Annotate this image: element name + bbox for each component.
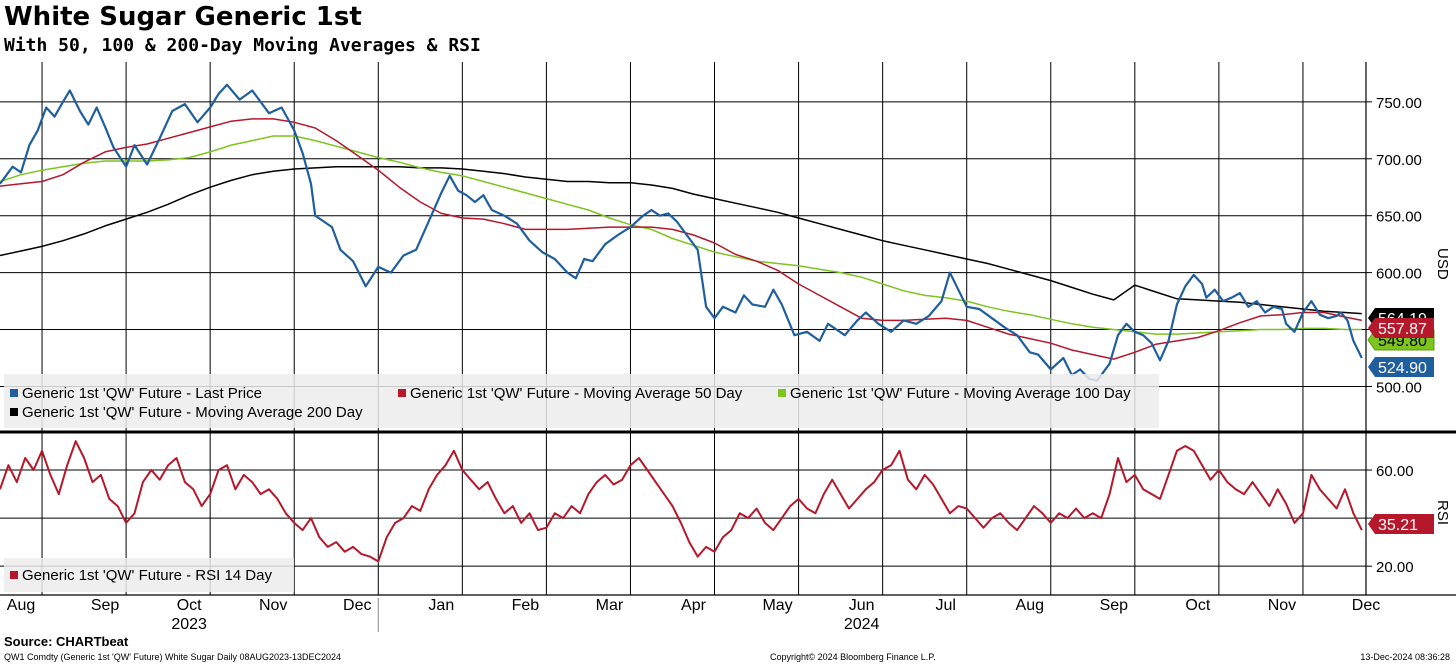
x-month-label-14: Oct (1185, 597, 1210, 614)
footer-copyright: Copyright© 2024 Bloomberg Finance L.P. (770, 652, 936, 662)
price-ytick-label-0: 500.00 (1376, 379, 1422, 396)
legend-swatch-ma50 (398, 389, 406, 397)
chart-subtitle: With 50, 100 & 200-Day Moving Averages &… (4, 35, 481, 56)
rsi-ylabel: RSI (1434, 500, 1451, 525)
x-month-label-15: Nov (1268, 597, 1296, 614)
footer-description: QW1 Comdty (Generic 1st 'QW' Future) Whi… (4, 652, 342, 662)
rsi-legend-box (4, 558, 294, 592)
price-legend-box (4, 374, 1159, 428)
legend-label-price: Generic 1st 'QW' Future - Last Price (22, 385, 262, 402)
legend-swatch-ma200 (10, 408, 18, 416)
legend-swatch-ma100 (778, 389, 786, 397)
x-month-label-12: Aug (1016, 597, 1044, 614)
rsi-ytick-label-0: 20.00 (1376, 559, 1414, 576)
series-ma100-line (0, 135, 1362, 335)
series-price-line (0, 83, 1363, 382)
x-month-label-6: Feb (512, 597, 540, 614)
x-month-label-9: May (762, 597, 792, 614)
x-month-label-11: Jul (935, 597, 955, 614)
x-month-label-1: Sep (91, 597, 120, 614)
price-ylabel: USD (1434, 248, 1451, 280)
last-value-label-rsi: 35.21 (1378, 517, 1418, 534)
price-ytick-label-4: 700.00 (1376, 152, 1422, 169)
last-value-label-price: 524.90 (1378, 360, 1427, 377)
chart-title: White Sugar Generic 1st (4, 2, 362, 32)
x-month-label-2: Oct (177, 597, 202, 614)
legend-label-ma100: Generic 1st 'QW' Future - Moving Average… (790, 385, 1131, 402)
x-month-label-0: Aug (7, 597, 35, 614)
series-ma50-line (0, 118, 1362, 360)
x-year-label-2024: 2024 (844, 616, 880, 633)
x-month-label-8: Apr (681, 597, 707, 614)
series-rsi-line (0, 440, 1363, 563)
x-year-label-2023: 2023 (171, 616, 207, 633)
legend-swatch-price (10, 389, 18, 397)
series-ma200-line (0, 165, 1362, 315)
rsi-ytick-label-2: 60.00 (1376, 463, 1414, 480)
price-ytick-label-5: 750.00 (1376, 95, 1422, 112)
x-month-label-3: Nov (259, 597, 287, 614)
legend-label-ma200: Generic 1st 'QW' Future - Moving Average… (22, 404, 363, 421)
legend-label-ma50: Generic 1st 'QW' Future - Moving Average… (410, 385, 743, 402)
legend-label-rsi: Generic 1st 'QW' Future - RSI 14 Day (22, 567, 272, 584)
x-month-label-10: Jun (849, 597, 875, 614)
price-ytick-label-2: 600.00 (1376, 266, 1422, 283)
x-month-label-13: Sep (1100, 597, 1129, 614)
x-month-label-7: Mar (596, 597, 624, 614)
x-month-label-16: Dec (1352, 597, 1380, 614)
last-value-tag-price (1368, 357, 1434, 377)
footer-timestamp: 13-Dec-2024 08:36:28 (1360, 652, 1450, 662)
last-value-tag-rsi (1368, 514, 1434, 534)
price-ytick-label-3: 650.00 (1376, 209, 1422, 226)
legend-swatch-rsi (10, 571, 18, 579)
last-value-tag-ma50 (1368, 318, 1434, 338)
x-month-label-4: Dec (343, 597, 371, 614)
source-note: Source: CHARTbeat (4, 634, 129, 649)
x-month-label-5: Jan (428, 597, 454, 614)
last-value-label-ma50: 557.87 (1378, 321, 1427, 338)
